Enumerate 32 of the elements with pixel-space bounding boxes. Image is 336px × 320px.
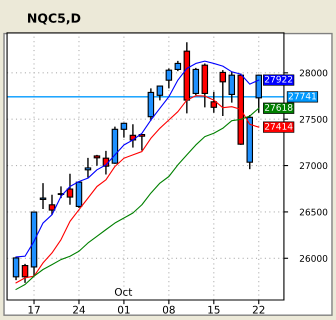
y-tick-label: 28000 bbox=[300, 70, 328, 76]
x-tick-label: 08 bbox=[162, 306, 175, 314]
ref-line-label: 27741 bbox=[288, 92, 316, 100]
candlestick bbox=[58, 186, 64, 199]
candlestick bbox=[192, 67, 200, 96]
y-tick-label: 26000 bbox=[300, 255, 328, 262]
x-tick-label: 24 bbox=[73, 306, 86, 314]
candlestick bbox=[228, 71, 236, 104]
chart-title: NQC5,D bbox=[28, 13, 80, 24]
y-tick-label: 26500 bbox=[300, 208, 328, 216]
y-tick-label: 27500 bbox=[300, 116, 328, 123]
y-tick-label: 27000 bbox=[300, 162, 328, 170]
candlestick bbox=[120, 122, 128, 138]
candlestick bbox=[84, 157, 92, 178]
x-tick-label: 22 bbox=[252, 306, 264, 314]
candlestick bbox=[174, 60, 182, 72]
x-tick-label: 17 bbox=[28, 306, 40, 314]
candlestick bbox=[166, 68, 172, 90]
candlestick bbox=[102, 150, 110, 176]
candlestick bbox=[66, 173, 74, 206]
annotation: Oct bbox=[114, 288, 132, 296]
x-tick-label: 01 bbox=[118, 306, 130, 314]
data-label: 27618 bbox=[264, 104, 292, 111]
x-tick-label: 15 bbox=[208, 306, 220, 314]
candlestick bbox=[12, 256, 20, 281]
data-label: 27922 bbox=[264, 76, 292, 83]
candlestick bbox=[138, 133, 146, 152]
candlestick bbox=[48, 194, 56, 216]
candlestick bbox=[156, 84, 164, 102]
data-label: 27414 bbox=[264, 122, 293, 130]
candlestick bbox=[94, 154, 100, 166]
candlestick bbox=[40, 182, 46, 210]
